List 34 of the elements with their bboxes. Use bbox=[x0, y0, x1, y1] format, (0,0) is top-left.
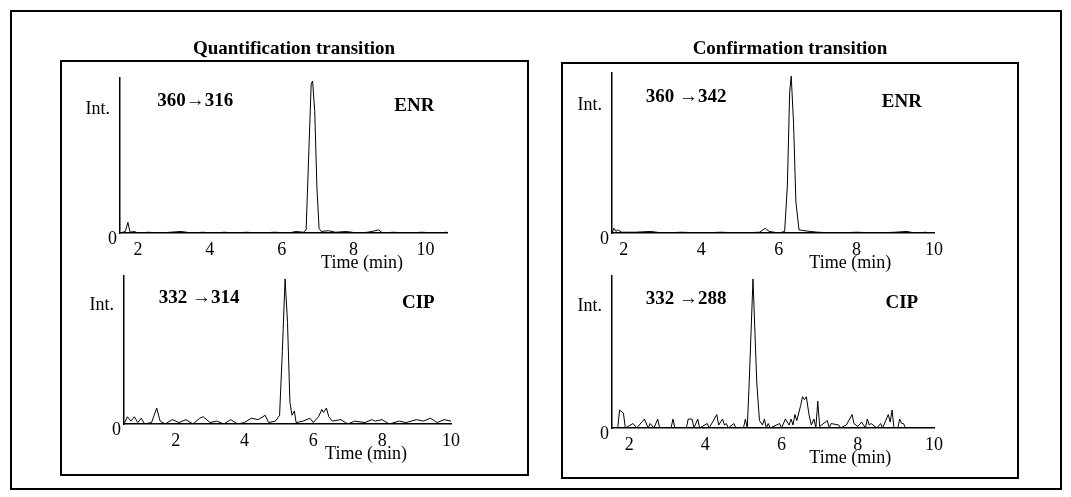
annotation: ENR bbox=[881, 89, 923, 111]
x-tick-label: 10 bbox=[442, 429, 460, 450]
x-tick-label: 10 bbox=[925, 433, 943, 454]
annotation: 0 bbox=[112, 418, 121, 439]
y-axis-title: Int. bbox=[577, 295, 602, 316]
x-tick-label: 6 bbox=[777, 433, 787, 454]
chart-title: Confirmation transition bbox=[692, 37, 888, 59]
x-tick-label: 4 bbox=[205, 238, 215, 259]
annotation: 332 →288 bbox=[645, 286, 727, 308]
x-tick-label: 4 bbox=[696, 238, 706, 259]
annotation: 332 →314 bbox=[158, 286, 241, 308]
annotation: 0 bbox=[108, 227, 117, 248]
x-tick-label: 2 bbox=[171, 429, 181, 450]
x-tick-label: 4 bbox=[700, 433, 710, 454]
annotation: 360→316 bbox=[157, 89, 234, 111]
x-tick-label: 2 bbox=[133, 238, 143, 259]
annotation: CIP bbox=[401, 290, 436, 312]
annotation: 0 bbox=[600, 422, 609, 443]
annotation: 0 bbox=[600, 227, 609, 248]
x-tick-label: 2 bbox=[624, 433, 634, 454]
y-axis-title: Int. bbox=[89, 294, 114, 315]
annotation: 360 →342 bbox=[645, 84, 727, 106]
x-tick-label: 6 bbox=[277, 238, 287, 259]
y-axis-title: Int. bbox=[85, 97, 110, 118]
x-tick-label: 6 bbox=[774, 238, 784, 259]
chart-title: Quantification transition bbox=[192, 37, 396, 59]
y-axis-title: Int. bbox=[577, 93, 602, 114]
x-tick-label: 10 bbox=[925, 238, 943, 259]
x-tick-label: 6 bbox=[308, 429, 318, 450]
annotation: ENR bbox=[394, 93, 435, 115]
x-tick-label: 4 bbox=[239, 429, 249, 450]
x-tick-label: 2 bbox=[619, 238, 629, 259]
x-tick-label: 10 bbox=[416, 238, 435, 259]
annotation: CIP bbox=[885, 291, 919, 313]
